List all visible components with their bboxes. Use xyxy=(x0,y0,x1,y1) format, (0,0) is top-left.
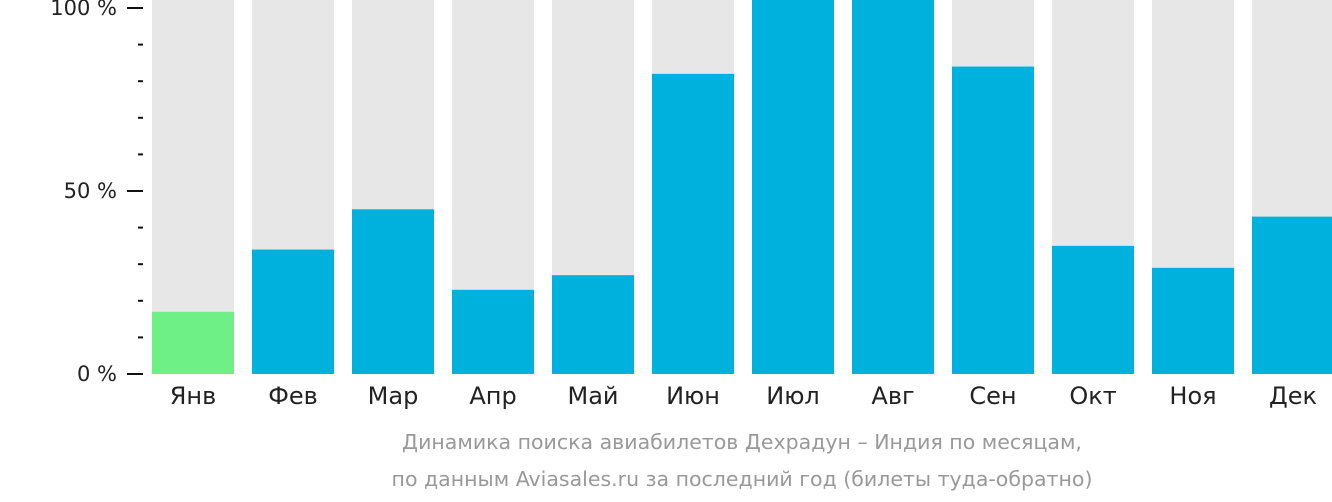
y-axis: 0 % 50 % 100 % xyxy=(50,0,143,386)
bar xyxy=(852,0,934,374)
bar-chart: 0 % 50 % 100 % Янв Фев Мар Апр Май Июн Июл Авг Сен… xyxy=(50,0,1332,410)
bar xyxy=(752,0,834,374)
bar xyxy=(952,66,1034,374)
bar xyxy=(552,275,634,374)
y-tick-label: 100 % xyxy=(50,0,117,20)
x-tick-label: Сен xyxy=(969,382,1016,410)
x-tick-label: Окт xyxy=(1069,382,1116,410)
bars xyxy=(152,0,1332,374)
x-tick-label: Янв xyxy=(170,382,217,410)
bar xyxy=(1252,216,1332,374)
bar-track xyxy=(152,0,234,374)
chart-caption-line-1: Динамика поиска авиабилетов Дехрадун – И… xyxy=(402,430,1082,454)
x-tick-label: Дек xyxy=(1269,382,1317,410)
x-axis-labels: Янв Фев Мар Апр Май Июн Июл Авг Сен Окт Ноя Дек xyxy=(170,382,1317,410)
x-tick-label: Апр xyxy=(469,382,516,410)
x-tick-label: Ноя xyxy=(1169,382,1216,410)
bar xyxy=(1052,245,1134,374)
y-tick-label: 0 % xyxy=(77,362,117,386)
chart-caption-line-2: по данным Aviasales.ru за последний год … xyxy=(391,467,1093,491)
x-tick-label: Июл xyxy=(766,382,820,410)
bar xyxy=(1152,267,1234,374)
bar xyxy=(152,311,234,374)
bar xyxy=(352,209,434,374)
x-tick-label: Мар xyxy=(368,382,419,410)
bar xyxy=(452,289,534,374)
x-tick-label: Май xyxy=(567,382,618,410)
y-tick-label: 50 % xyxy=(64,179,117,203)
bar xyxy=(252,249,334,374)
x-tick-label: Авг xyxy=(871,382,914,410)
bar xyxy=(652,73,734,374)
x-tick-label: Фев xyxy=(268,382,318,410)
x-tick-label: Июн xyxy=(666,382,720,410)
